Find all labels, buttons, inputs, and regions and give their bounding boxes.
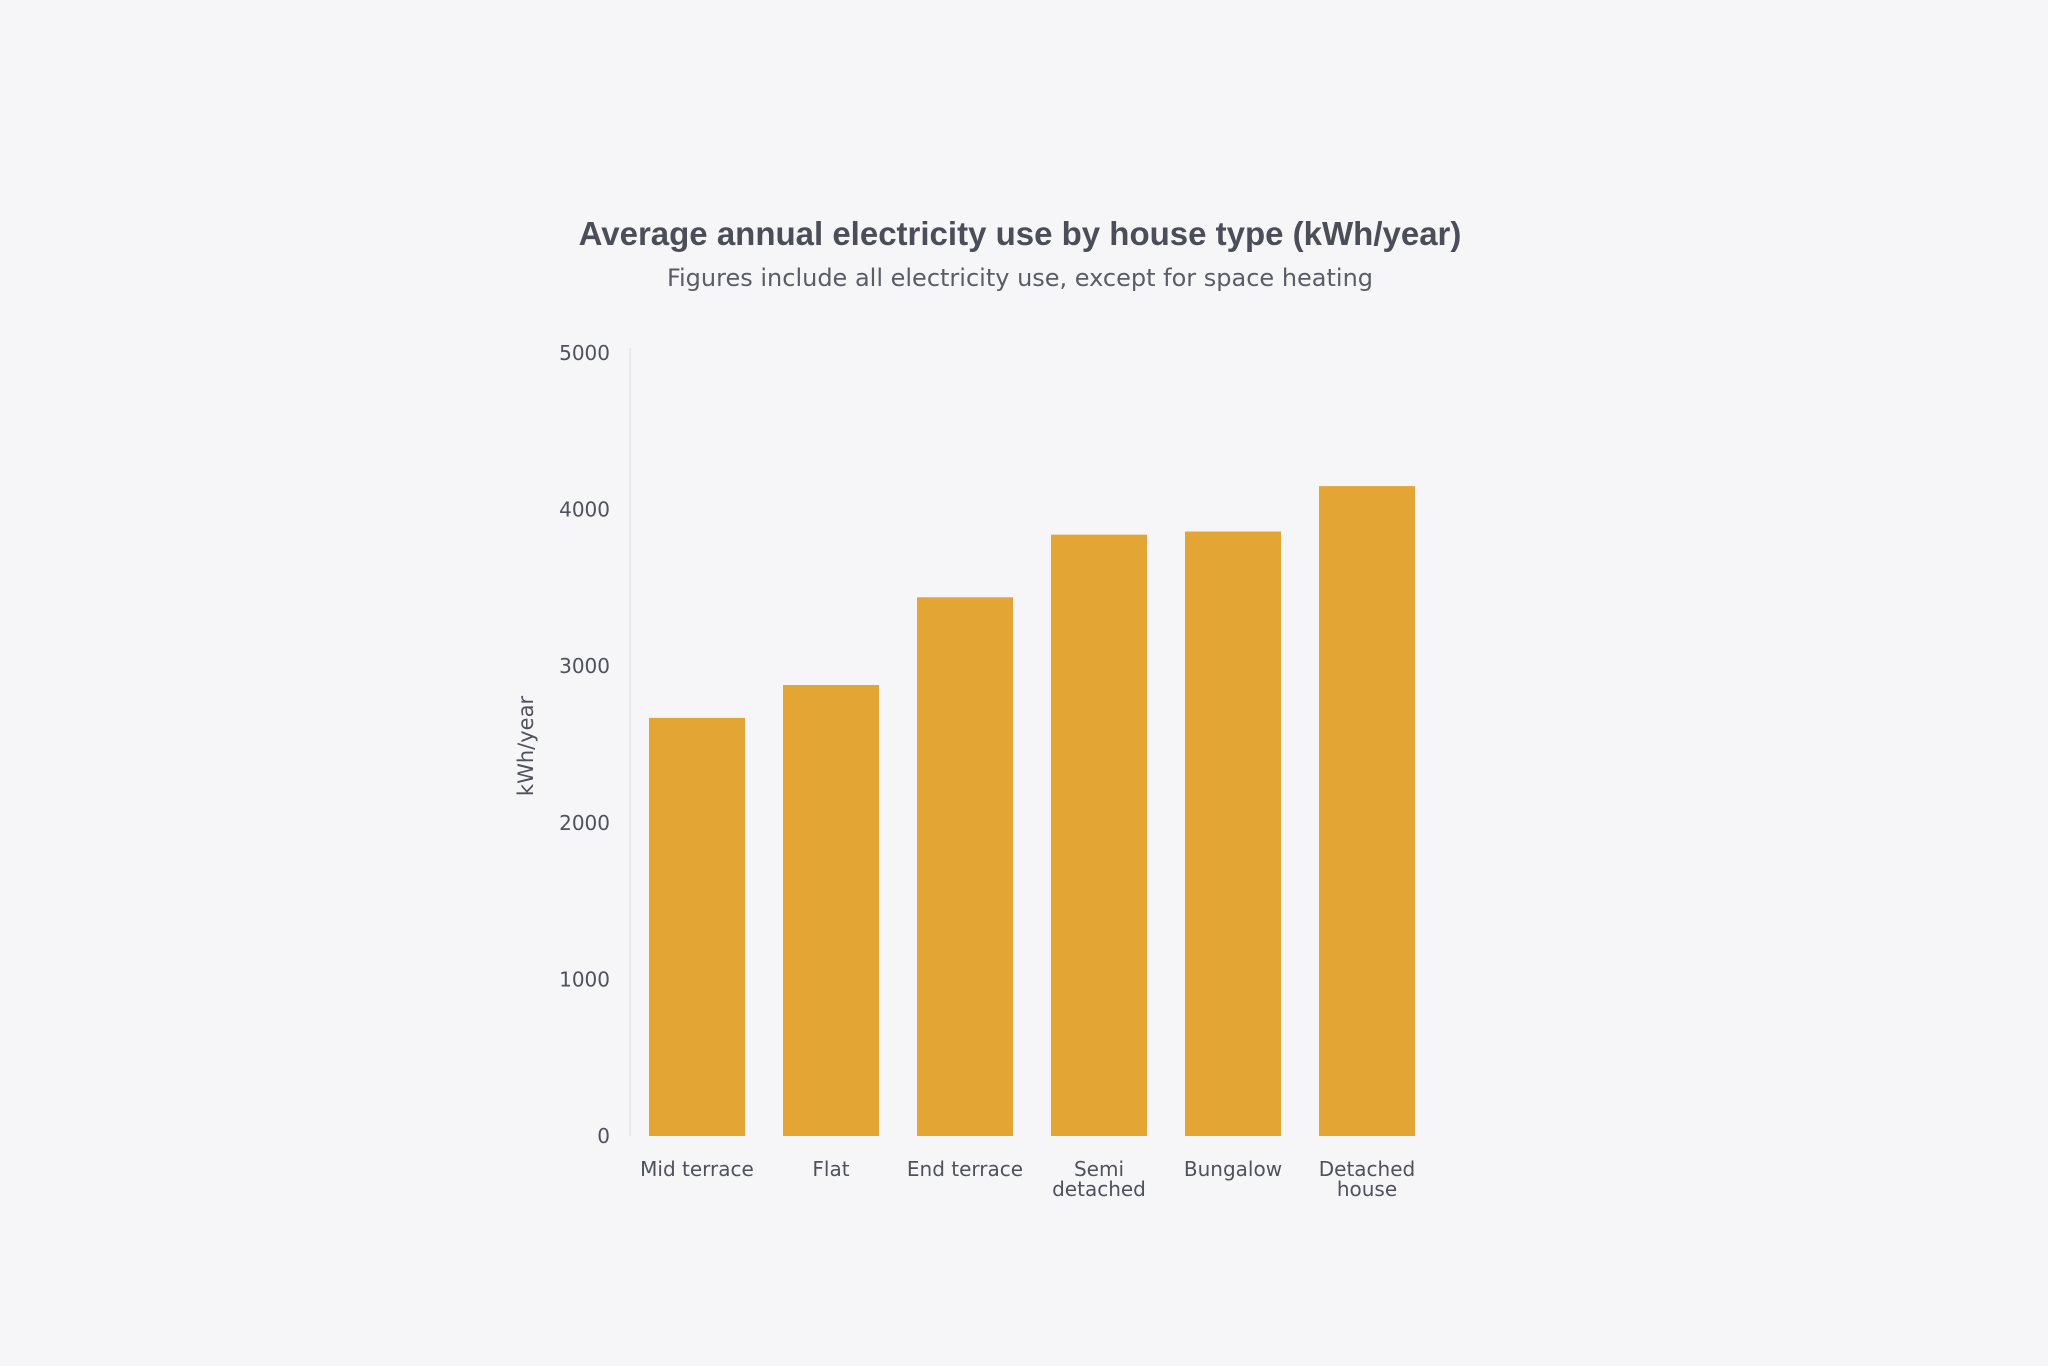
x-tick-label: detached xyxy=(1052,1177,1146,1201)
x-tick-label: Mid terrace xyxy=(640,1157,754,1181)
x-tick-label: End terrace xyxy=(907,1157,1023,1181)
y-tick-label: 0 xyxy=(597,1124,610,1148)
bars xyxy=(649,486,1415,1136)
bar xyxy=(917,597,1013,1136)
x-tick-label: house xyxy=(1337,1177,1397,1201)
x-tick-label: Bungalow xyxy=(1184,1157,1282,1181)
y-tick-label: 3000 xyxy=(559,654,610,678)
y-axis-label: kWh/year xyxy=(514,696,538,797)
bar xyxy=(1185,531,1281,1136)
x-tick-label: Flat xyxy=(812,1157,849,1181)
y-tick-label: 4000 xyxy=(559,498,610,522)
y-tick-label: 1000 xyxy=(559,967,610,991)
bar xyxy=(1051,534,1147,1136)
x-tick-label: Semi xyxy=(1074,1157,1124,1181)
bar xyxy=(1319,486,1415,1136)
chart-subtitle: Figures include all electricity use, exc… xyxy=(667,264,1373,292)
bar xyxy=(649,717,745,1136)
y-tick-label: 5000 xyxy=(559,341,610,365)
x-tick-label: Detached xyxy=(1319,1157,1415,1181)
y-tick-label: 2000 xyxy=(559,811,610,835)
chart-title: Average annual electricity use by house … xyxy=(579,215,1462,252)
bar xyxy=(783,684,879,1136)
y-axis-ticks: 0 1000 2000 3000 4000 5000 xyxy=(559,341,610,1148)
